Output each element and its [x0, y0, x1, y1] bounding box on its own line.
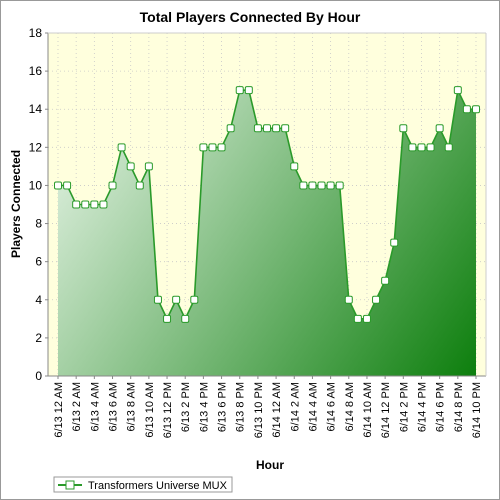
x-tick-label: 6/14 10 AM — [362, 382, 374, 438]
x-tick-label: 6/14 6 PM — [435, 382, 447, 432]
y-tick-label: 4 — [35, 293, 42, 307]
x-tick-label: 6/13 6 AM — [108, 382, 120, 432]
data-point — [163, 314, 172, 323]
data-point — [144, 162, 153, 171]
x-tick-label: 6/13 12 PM — [162, 382, 174, 438]
data-point — [372, 295, 381, 304]
data-point — [435, 124, 444, 133]
x-tick-label: 6/13 6 PM — [217, 382, 229, 432]
y-tick-label: 10 — [29, 178, 43, 192]
x-tick-label: 6/14 6 AM — [326, 382, 338, 432]
legend-label: Transformers Universe MUX — [88, 480, 228, 492]
data-point — [172, 295, 181, 304]
x-tick-label: 6/14 8 PM — [453, 382, 465, 432]
data-point — [190, 295, 199, 304]
data-point — [281, 124, 290, 133]
data-point — [353, 314, 362, 323]
x-tick-label: 6/14 12 AM — [271, 382, 283, 438]
data-point — [399, 124, 408, 133]
data-point — [226, 124, 235, 133]
data-point — [299, 181, 308, 190]
data-point — [272, 124, 281, 133]
chart-title: Total Players Connected By Hour — [140, 9, 361, 25]
data-point — [317, 181, 326, 190]
y-tick-label: 12 — [29, 140, 43, 154]
data-point — [472, 105, 480, 114]
x-tick-label: 6/14 2 AM — [289, 382, 301, 432]
data-point — [408, 143, 417, 152]
x-tick-label: 6/13 2 PM — [180, 382, 192, 432]
data-point — [208, 143, 217, 152]
data-point — [426, 143, 435, 152]
data-point — [444, 143, 453, 152]
data-point — [235, 86, 244, 95]
data-point — [390, 238, 399, 247]
x-tick-label: 6/13 2 AM — [71, 382, 83, 432]
y-tick-label: 16 — [29, 64, 43, 78]
x-tick-label: 6/14 10 PM — [471, 382, 483, 438]
data-point — [335, 181, 344, 190]
y-axis-label: Players Connected — [9, 150, 23, 258]
data-point — [381, 276, 390, 285]
data-point — [326, 181, 335, 190]
y-tick-label: 6 — [35, 255, 42, 269]
data-point — [199, 143, 208, 152]
data-point — [126, 162, 135, 171]
y-tick-label: 2 — [35, 331, 42, 345]
data-point — [263, 124, 271, 133]
x-tick-label: 6/13 10 AM — [144, 382, 156, 438]
y-tick-labels: 0 2 4 6 8 10 12 14 16 18 — [29, 26, 43, 383]
x-tick-labels: 6/13 12 AM 6/13 2 AM 6/13 4 AM 6/13 6 AM 6/1… — [53, 382, 483, 438]
legend-swatch-marker — [65, 480, 75, 490]
y-tick-label: 8 — [35, 217, 42, 231]
x-tick-label: 6/13 12 AM — [53, 382, 65, 438]
series-area — [58, 90, 476, 377]
data-point — [290, 162, 299, 171]
data-point — [135, 181, 144, 190]
x-tick-label: 6/13 4 AM — [89, 382, 101, 432]
data-point — [453, 86, 462, 95]
x-tick-label: 6/13 4 PM — [198, 382, 210, 432]
data-point — [417, 143, 426, 152]
data-point — [181, 314, 190, 323]
data-point — [54, 181, 62, 190]
data-point — [362, 314, 371, 323]
data-point — [108, 181, 117, 190]
data-point — [308, 181, 317, 190]
data-point — [81, 200, 90, 209]
data-point — [217, 143, 226, 152]
legend: Transformers Universe MUX — [53, 476, 233, 493]
data-point — [72, 200, 81, 209]
data-point — [153, 295, 162, 304]
data-point — [99, 200, 108, 209]
data-point — [253, 124, 262, 133]
y-tick-label: 14 — [29, 102, 43, 116]
data-point — [90, 200, 99, 209]
x-tick-label: 6/14 4 AM — [307, 382, 319, 432]
series-points — [54, 86, 480, 323]
x-tick-label: 6/13 10 PM — [253, 382, 265, 438]
x-tick-label: 6/14 2 PM — [398, 382, 410, 432]
x-tick-label: 6/13 8 PM — [235, 382, 247, 432]
legend-box — [53, 476, 233, 493]
x-axis-label: Hour — [256, 458, 284, 472]
data-point — [344, 295, 353, 304]
x-tick-label: 6/14 12 PM — [380, 382, 392, 438]
data-point — [117, 143, 126, 152]
data-point — [244, 86, 253, 95]
x-tick-label: 6/14 8 AM — [344, 382, 356, 432]
y-tick-label: 0 — [35, 369, 42, 383]
x-tick-label: 6/13 8 AM — [126, 382, 138, 432]
data-point — [462, 105, 471, 114]
data-point — [63, 181, 72, 190]
axes — [45, 32, 487, 379]
x-tick-label: 6/14 4 PM — [416, 382, 428, 432]
y-tick-label: 18 — [29, 26, 43, 40]
